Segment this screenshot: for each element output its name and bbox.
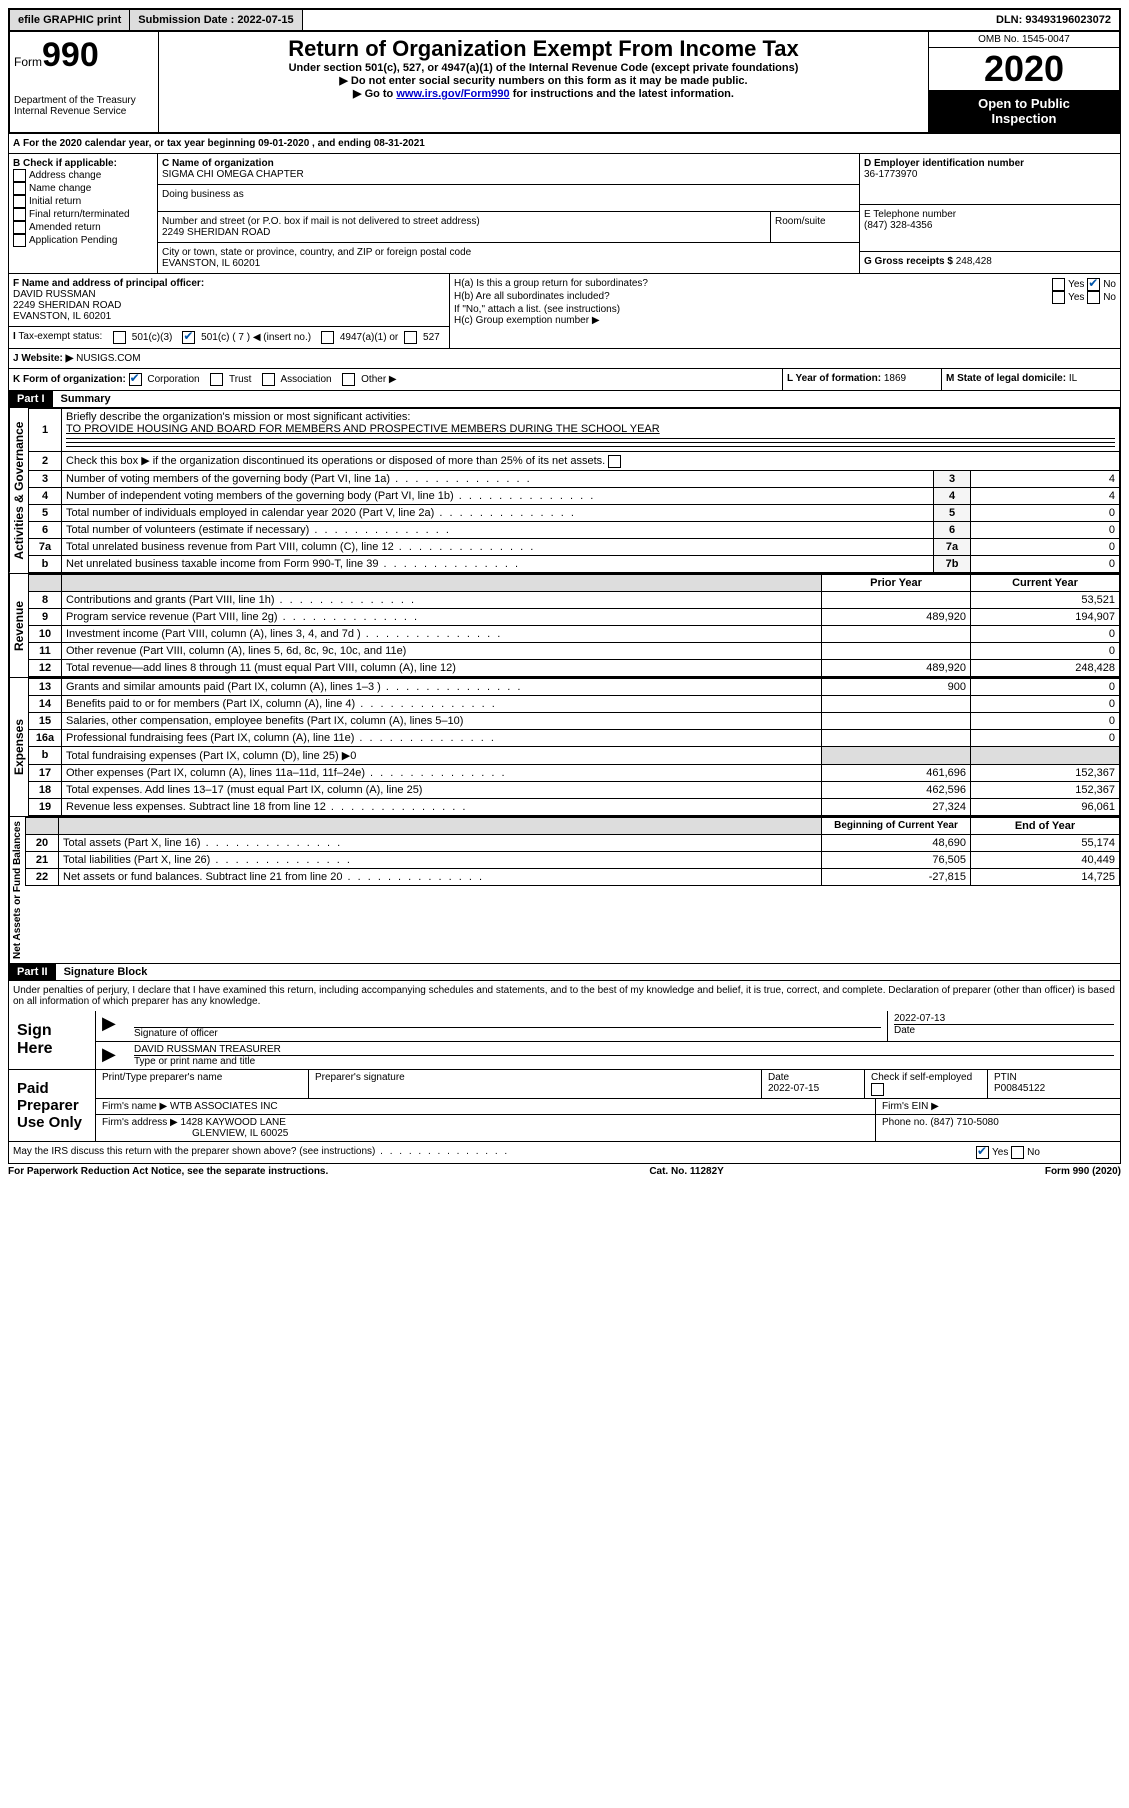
box-j: J Website: ▶ NUSIGS.COM [8, 349, 1121, 369]
vert-expenses: Expenses [9, 678, 28, 816]
firm-name: WTB ASSOCIATES INC [170, 1101, 278, 1112]
form-number: 990 [42, 36, 99, 74]
org-street: 2249 SHERIDAN ROAD [162, 227, 766, 238]
rev-line-8: 8Contributions and grants (Part VIII, li… [29, 591, 1120, 608]
box-k: K Form of organization: Corporation Trus… [9, 369, 783, 390]
form-note-1: ▶ Do not enter social security numbers o… [163, 74, 924, 87]
rev-line-9: 9Program service revenue (Part VIII, lin… [29, 608, 1120, 625]
corp-checkbox[interactable] [129, 373, 142, 386]
form990-link[interactable]: www.irs.gov/Form990 [396, 88, 509, 100]
ha-no-checkbox[interactable] [1087, 278, 1100, 291]
page-footer: For Paperwork Reduction Act Notice, see … [8, 1164, 1121, 1177]
rev-line-11: 11Other revenue (Part VIII, column (A), … [29, 642, 1120, 659]
org-city: EVANSTON, IL 60201 [162, 258, 855, 269]
open-to-public: Open to PublicInspection [929, 90, 1119, 132]
part2-header: Part II [9, 964, 56, 980]
dln: DLN: 93493196023072 [988, 10, 1119, 30]
exp-line-13: 13Grants and similar amounts paid (Part … [29, 678, 1120, 695]
exp-line-16b: bTotal fundraising expenses (Part IX, co… [29, 746, 1120, 764]
gross-receipts: 248,428 [956, 256, 992, 267]
website: NUSIGS.COM [76, 353, 140, 364]
box-i: I Tax-exempt status: 501(c)(3) 501(c) ( … [9, 326, 449, 348]
form-note-2: ▶ Go to www.irs.gov/Form990 for instruct… [163, 87, 924, 100]
gov-line-6: 6Total number of volunteers (estimate if… [29, 521, 1120, 538]
gov-line-5: 5Total number of individuals employed in… [29, 504, 1120, 521]
exp-line-16a: 16aProfessional fundraising fees (Part I… [29, 729, 1120, 746]
telephone: (847) 328-4356 [864, 220, 1116, 231]
vert-net-assets: Net Assets or Fund Balances [9, 817, 25, 963]
discuss-question: May the IRS discuss this return with the… [9, 1142, 972, 1163]
exp-line-14: 14Benefits paid to or for members (Part … [29, 695, 1120, 712]
form-title: Return of Organization Exempt From Incom… [163, 36, 924, 62]
efile-print-button[interactable]: efile GRAPHIC print [10, 10, 130, 30]
part1-title: Summary [53, 391, 119, 407]
net-line-20: 20Total assets (Part X, line 16)48,69055… [26, 834, 1120, 851]
ptin: P00845122 [994, 1083, 1045, 1094]
box-f: F Name and address of principal officer:… [9, 274, 449, 326]
line-a: A For the 2020 calendar year, or tax yea… [8, 134, 1121, 154]
rev-line-10: 10Investment income (Part VIII, column (… [29, 625, 1120, 642]
discuss-yes-checkbox[interactable] [976, 1146, 989, 1159]
penalties-text: Under penalties of perjury, I declare th… [9, 981, 1120, 1011]
exp-line-18: 18Total expenses. Add lines 13–17 (must … [29, 781, 1120, 798]
paid-preparer-section: Paid Preparer Use Only Print/Type prepar… [8, 1070, 1121, 1142]
rev-line-12: 12Total revenue—add lines 8 through 11 (… [29, 659, 1120, 676]
exp-line-19: 19Revenue less expenses. Subtract line 1… [29, 798, 1120, 815]
box-c: C Name of organization SIGMA CHI OMEGA C… [158, 154, 860, 273]
box-h: H(a) Is this a group return for subordin… [450, 274, 1120, 348]
501c-checkbox[interactable] [182, 331, 195, 344]
box-l: L Year of formation: 1869 [783, 369, 942, 390]
box-b: B Check if applicable: Address change Na… [9, 154, 158, 273]
form-header: Form990 Department of the Treasury Inter… [8, 32, 1121, 134]
box-m: M State of legal domicile: IL [942, 369, 1120, 390]
vert-revenue: Revenue [9, 574, 28, 677]
exp-line-17: 17Other expenses (Part IX, column (A), l… [29, 764, 1120, 781]
submission-date: Submission Date : 2022-07-15 [130, 10, 302, 30]
gov-line-4: 4Number of independent voting members of… [29, 487, 1120, 504]
net-line-22: 22Net assets or fund balances. Subtract … [26, 868, 1120, 885]
exp-line-15: 15Salaries, other compensation, employee… [29, 712, 1120, 729]
sign-here-section: Sign Here ▶ Signature of officer 2022-07… [8, 1011, 1121, 1070]
gov-line-7a: 7aTotal unrelated business revenue from … [29, 538, 1120, 555]
gov-line-7b: bNet unrelated business taxable income f… [29, 555, 1120, 572]
org-name: SIGMA CHI OMEGA CHAPTER [162, 169, 855, 180]
officer-name: DAVID RUSSMAN TREASURER [134, 1044, 1114, 1055]
preparer-phone: (847) 710-5080 [930, 1117, 998, 1128]
top-bar: efile GRAPHIC print Submission Date : 20… [8, 8, 1121, 32]
part1-header: Part I [9, 391, 53, 407]
mission-text: TO PROVIDE HOUSING AND BOARD FOR MEMBERS… [66, 423, 660, 435]
net-line-21: 21Total liabilities (Part X, line 26)76,… [26, 851, 1120, 868]
form-subtitle: Under section 501(c), 527, or 4947(a)(1)… [163, 62, 924, 74]
gov-line-3: 3Number of voting members of the governi… [29, 470, 1120, 487]
tax-year: 2020 [929, 48, 1119, 90]
vert-governance: Activities & Governance [9, 408, 28, 573]
dept-treasury: Department of the Treasury [14, 95, 154, 106]
part2-title: Signature Block [56, 964, 156, 980]
ein: 36-1773970 [864, 169, 1116, 180]
omb-number: OMB No. 1545-0047 [929, 32, 1119, 48]
box-deg: D Employer identification number 36-1773… [860, 154, 1120, 273]
dept-irs: Internal Revenue Service [14, 106, 154, 117]
form-word: Form [14, 55, 42, 69]
